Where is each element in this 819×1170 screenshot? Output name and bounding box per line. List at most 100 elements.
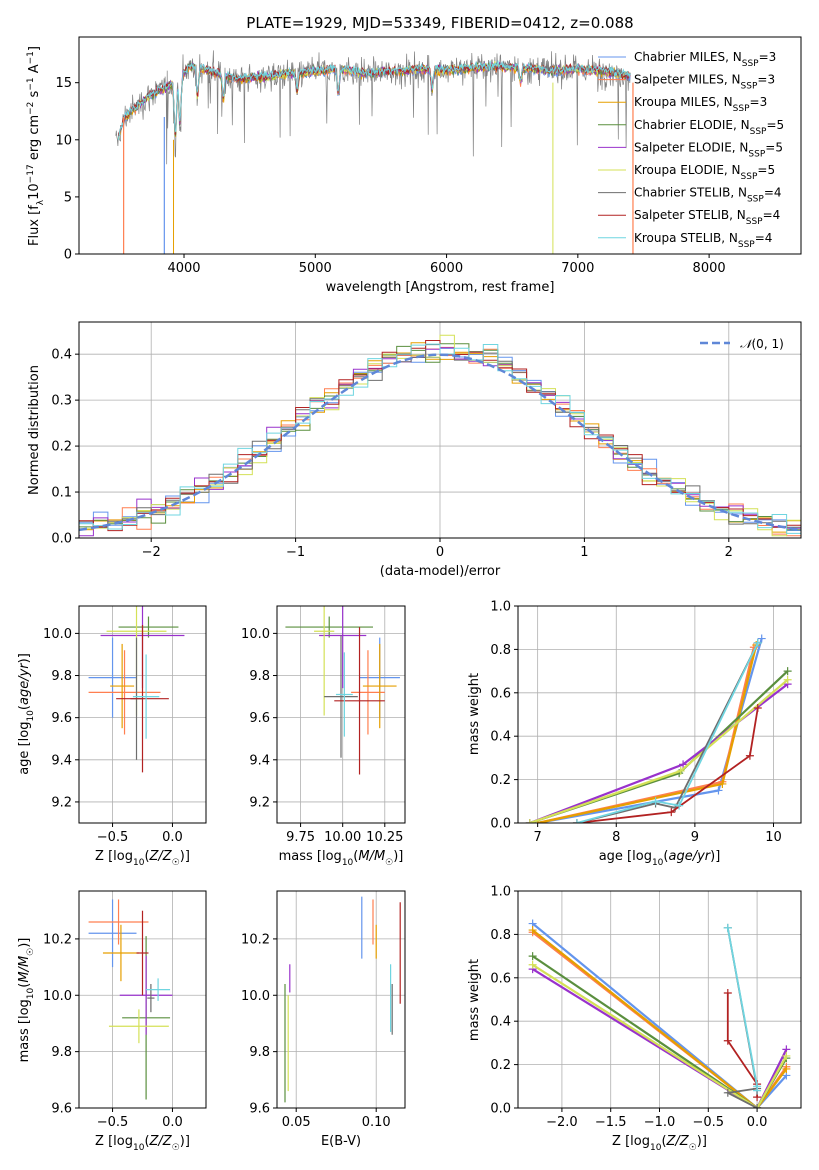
x-tick-label: 9.75 bbox=[286, 830, 315, 845]
x-tick-label: 7 bbox=[534, 830, 542, 845]
y-tick-label: 0.0 bbox=[51, 532, 72, 547]
plot-age-vs-mass: 9.75 10.00 10.25 9.2 9.4 9.6 9.8 10.0 mass [log1… bbox=[241, 605, 406, 868]
weight-marker bbox=[718, 779, 727, 788]
y-tick-label: 0.0 bbox=[490, 1102, 511, 1117]
weight-line bbox=[576, 707, 759, 823]
plot-weight-vs-age: 7 8 9 10 0.0 0.2 0.4 0.6 0.8 1.0 age [log10(age/yr… bbox=[467, 600, 802, 868]
weight-marker bbox=[528, 960, 537, 969]
weight-marker bbox=[782, 1064, 791, 1073]
x-axis-label: Z [log10(Z/Z☉)] bbox=[95, 1134, 190, 1153]
x-tick-label: −1.5 bbox=[595, 1115, 627, 1130]
legend-entry: Chabrier ELODIE, NSSP=5 bbox=[634, 118, 784, 137]
spectrum-legend: Chabrier MILES, NSSP=3 Salpeter MILES, NS… bbox=[598, 50, 784, 250]
plot-age-vs-Z: −0.5 0.0 9.2 9.4 9.6 9.8 10.0 Z [log10(Z/Z☉)] ag… bbox=[17, 605, 207, 868]
y-tick-label: 0.6 bbox=[490, 686, 511, 701]
y-tick-label: 10.0 bbox=[241, 627, 270, 642]
plot-area bbox=[525, 634, 792, 823]
y-tick-label: 0.2 bbox=[490, 1058, 511, 1073]
y-tick-label: 0.4 bbox=[51, 348, 72, 363]
x-tick-label: 8 bbox=[612, 830, 620, 845]
y-tick-label: 1.0 bbox=[490, 600, 511, 615]
weight-marker bbox=[528, 926, 537, 935]
x-tick-label: 10 bbox=[765, 830, 782, 845]
x-tick-label: 10.25 bbox=[366, 830, 403, 845]
plot-area bbox=[285, 606, 400, 775]
y-tick-label: 0.1 bbox=[51, 486, 72, 501]
x-tick-label: 8000 bbox=[693, 261, 726, 276]
x-tick-label: −0.5 bbox=[97, 1115, 129, 1130]
y-tick-label: 9.8 bbox=[249, 669, 270, 684]
weight-line bbox=[531, 922, 788, 1108]
x-axis-label: Z [log10(Z/Z☉)] bbox=[612, 1134, 707, 1153]
y-axis-label: mass weight bbox=[467, 673, 482, 755]
y-axis-label: Normed distribution bbox=[27, 365, 42, 495]
y-tick-label: 9.6 bbox=[51, 1102, 72, 1117]
weight-line bbox=[532, 963, 788, 1108]
y-tick-label: 1.0 bbox=[490, 885, 511, 900]
x-tick-label: −1.0 bbox=[644, 1115, 676, 1130]
x-tick-label: −0.5 bbox=[693, 1115, 725, 1130]
weight-marker bbox=[753, 1104, 762, 1108]
histogram-step bbox=[79, 343, 801, 534]
y-tick-label: 0.6 bbox=[490, 971, 511, 986]
y-tick-label: 10.0 bbox=[43, 989, 72, 1004]
x-tick-label: 1 bbox=[580, 545, 588, 560]
y-tick-label: 9.8 bbox=[51, 1045, 72, 1060]
legend-entry: Kroupa MILES, NSSP=3 bbox=[634, 95, 767, 114]
y-tick-label: 0.4 bbox=[490, 730, 511, 745]
axes-frame bbox=[517, 605, 802, 824]
y-tick-label: 9.6 bbox=[249, 1102, 270, 1117]
y-tick-label: 9.6 bbox=[51, 711, 72, 726]
y-tick-label: 0.4 bbox=[490, 1015, 511, 1030]
plot-spectrum: 4000 5000 6000 7000 8000 0 5 10 15 Chabrier MILES… bbox=[26, 36, 802, 295]
legend-entry: Salpeter ELODIE, NSSP=5 bbox=[634, 140, 783, 159]
plot-mass-vs-Z: −0.5 0.0 9.6 9.8 10.0 10.2 Z [log10(Z/Z☉)] mass… bbox=[17, 890, 207, 1153]
x-tick-label: 10.00 bbox=[324, 830, 361, 845]
x-axis-label: wavelength [Angstrom, rest frame] bbox=[326, 280, 555, 295]
x-tick-label: 0.0 bbox=[162, 1115, 183, 1130]
y-tick-label: 10.0 bbox=[241, 989, 270, 1004]
weight-marker bbox=[745, 751, 754, 760]
weight-marker bbox=[782, 1051, 791, 1060]
plot-area bbox=[79, 334, 801, 537]
y-tick-label: 0.8 bbox=[490, 643, 511, 658]
y-tick-label: 9.2 bbox=[249, 795, 270, 810]
legend-entry: Kroupa STELIB, NSSP=4 bbox=[634, 231, 772, 250]
y-tick-label: 0.0 bbox=[490, 817, 511, 832]
normal-curve bbox=[79, 353, 801, 532]
y-tick-label: 9.4 bbox=[51, 753, 72, 768]
axes-frame bbox=[78, 605, 207, 824]
x-tick-label: −1 bbox=[286, 545, 305, 560]
y-tick-label: 9.8 bbox=[51, 669, 72, 684]
y-tick-label: 9.2 bbox=[51, 795, 72, 810]
axes-frame bbox=[78, 321, 802, 539]
x-tick-label: 2 bbox=[725, 545, 733, 560]
weight-marker bbox=[675, 801, 684, 810]
legend-entry: Chabrier MILES, NSSP=3 bbox=[634, 50, 776, 69]
y-axis-label: mass weight bbox=[467, 959, 482, 1041]
plot-area bbox=[88, 899, 173, 1100]
x-tick-label: 5000 bbox=[299, 261, 332, 276]
x-axis-label: (data-model)/error bbox=[380, 564, 501, 579]
y-tick-label: 0.2 bbox=[490, 773, 511, 788]
weight-marker bbox=[753, 638, 762, 647]
weight-marker bbox=[651, 797, 660, 806]
y-axis-label: Flux [fλ10−17 erg cm−2 s−1 A−1] bbox=[26, 46, 46, 246]
plot-area bbox=[115, 50, 634, 254]
plot-area bbox=[528, 919, 791, 1108]
y-axis-label: mass [log10(M/M☉)] bbox=[17, 938, 36, 1063]
y-tick-label: 10.2 bbox=[241, 932, 270, 947]
weight-marker bbox=[676, 766, 685, 775]
weight-marker bbox=[723, 1088, 732, 1097]
y-tick-label: 10.0 bbox=[43, 627, 72, 642]
plot-mass-vs-ebv: 0.05 0.10 9.6 9.8 10.0 10.2 E(B-V) bbox=[241, 890, 406, 1149]
x-axis-label: E(B-V) bbox=[321, 1134, 361, 1149]
weight-line bbox=[531, 929, 788, 1108]
y-tick-label: 0.3 bbox=[51, 394, 72, 409]
x-axis-label: Z [log10(Z/Z☉)] bbox=[95, 849, 190, 868]
y-tick-label: 0.2 bbox=[51, 440, 72, 455]
weight-marker bbox=[723, 988, 732, 997]
x-tick-label: 0.0 bbox=[162, 830, 183, 845]
x-tick-label: −2.0 bbox=[546, 1115, 578, 1130]
